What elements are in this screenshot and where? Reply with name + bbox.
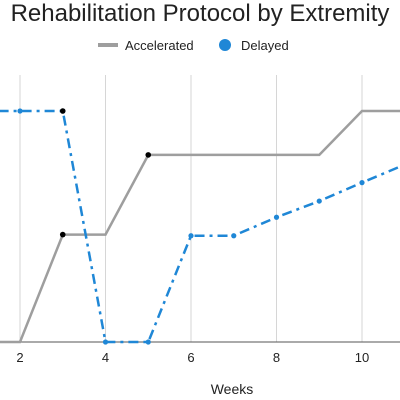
legend-delayed-swatch	[219, 39, 231, 51]
chart-title: Rehabilitation Protocol by Extremity	[10, 0, 390, 27]
data-point-delayed	[316, 198, 322, 204]
legend: Accelerated Delayed	[98, 38, 289, 53]
x-tick-labels: 2 4 6 8 10	[16, 350, 369, 365]
highlight-point-accelerated	[59, 231, 66, 238]
x-tick-label: 8	[273, 350, 280, 365]
x-axis-title: Weeks	[211, 381, 254, 397]
data-point-delayed	[231, 233, 237, 239]
highlight-point-accelerated	[145, 152, 152, 158]
series-layer	[0, 108, 400, 345]
x-tick-label: 10	[355, 350, 369, 365]
highlight-point-delayed	[59, 108, 66, 114]
x-tick-label: 2	[16, 350, 23, 365]
series-line-accelerated	[0, 109, 400, 344]
legend-accelerated-label: Accelerated	[125, 38, 194, 53]
x-tick-label: 6	[187, 350, 194, 365]
gridlines	[19, 75, 363, 342]
data-point-delayed	[359, 180, 365, 186]
data-point-delayed	[188, 233, 194, 239]
data-point-delayed	[273, 214, 280, 220]
data-point-delayed	[102, 339, 109, 345]
x-tick-label: 4	[102, 350, 109, 365]
legend-delayed-label: Delayed	[241, 38, 289, 53]
data-point-delayed	[17, 108, 23, 114]
data-point-delayed	[145, 339, 151, 345]
series-line-delayed	[0, 109, 400, 344]
